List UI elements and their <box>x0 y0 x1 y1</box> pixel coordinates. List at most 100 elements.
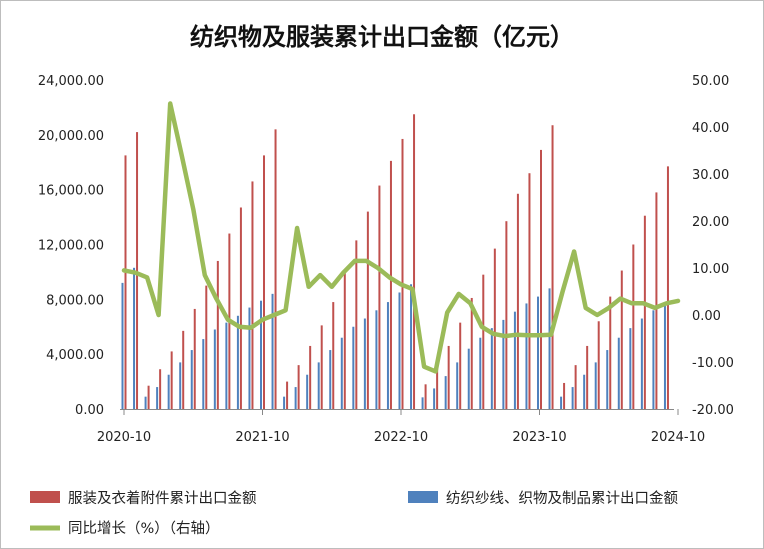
bar-apparel <box>470 297 473 409</box>
legend-label-yoy: 同比增长（%）（右轴） <box>68 520 220 537</box>
bar-textile <box>213 329 216 409</box>
bar-apparel <box>401 138 404 409</box>
bar-textile <box>617 337 620 409</box>
bar-series-group <box>121 114 669 410</box>
bar-textile <box>329 350 332 409</box>
bar-textile <box>202 339 205 409</box>
legend-swatch-textile <box>408 491 438 503</box>
left-axis-tick-label: 0.00 <box>75 403 104 418</box>
bar-apparel <box>193 308 196 409</box>
bar-textile <box>537 296 539 409</box>
bar-textile <box>317 362 320 409</box>
bar-textile <box>260 300 262 409</box>
bar-apparel <box>436 367 439 409</box>
legend-item-apparel: 服装及衣着附件累计出口金额 <box>30 490 257 507</box>
bar-textile <box>179 362 182 409</box>
bar-textile <box>156 387 159 409</box>
bar-apparel <box>493 248 496 409</box>
bar-apparel <box>413 114 416 409</box>
x-axis-tick-label: 2020-10 <box>97 430 151 445</box>
left-axis-tick-label: 24,000.00 <box>38 74 104 89</box>
bar-textile <box>236 315 239 409</box>
bar-textile <box>375 310 378 409</box>
bar-apparel <box>378 185 381 409</box>
bar-apparel <box>136 132 139 409</box>
bar-apparel <box>482 274 485 409</box>
bar-apparel <box>563 382 566 409</box>
bar-textile <box>121 282 124 409</box>
bar-apparel <box>632 244 635 409</box>
bar-textile <box>513 311 516 409</box>
bar-apparel <box>551 125 554 410</box>
bar-apparel <box>540 149 542 409</box>
bar-apparel <box>309 345 312 409</box>
bar-textile <box>433 388 436 409</box>
bar-textile <box>421 397 424 409</box>
bar-textile <box>560 396 563 409</box>
bar-apparel <box>366 211 369 409</box>
bar-apparel <box>263 155 265 409</box>
bar-apparel <box>574 365 577 409</box>
bar-apparel <box>516 193 519 409</box>
bar-apparel <box>297 365 300 409</box>
bar-textile <box>398 292 401 409</box>
legend-item-yoy: 同比增长（%）（右轴） <box>30 520 220 537</box>
bar-textile <box>652 310 655 409</box>
bar-textile <box>606 350 609 409</box>
right-axis-tick-label: 30.00 <box>692 168 729 183</box>
bar-textile <box>340 337 343 409</box>
bar-apparel <box>389 160 392 409</box>
bar-textile <box>490 328 493 409</box>
line-yoy-growth <box>121 101 681 374</box>
bar-apparel <box>147 385 150 409</box>
chart-title: 纺织物及服装累计出口金额（亿元） <box>190 22 574 51</box>
bar-textile <box>144 396 147 409</box>
bar-textile <box>663 302 666 409</box>
bar-textile <box>271 293 274 409</box>
bar-apparel <box>239 207 242 409</box>
bar-apparel <box>643 215 646 409</box>
bar-textile <box>502 319 505 409</box>
bar-apparel <box>286 381 289 409</box>
bar-textile <box>548 288 551 409</box>
left-axis-tick-label: 4,000.00 <box>46 348 104 363</box>
bar-apparel <box>216 260 219 409</box>
bar-apparel <box>355 240 358 409</box>
bar-apparel <box>528 173 531 409</box>
bar-textile <box>571 387 574 409</box>
right-axis-tick-label: 40.00 <box>692 121 729 136</box>
bar-textile <box>410 284 413 409</box>
bar-apparel <box>159 369 162 409</box>
right-axis-tick-label: 50.00 <box>692 74 729 89</box>
bar-textile <box>306 374 309 409</box>
right-axis-tick-label: -10.00 <box>692 356 734 371</box>
bar-textile <box>594 362 597 409</box>
x-axis-tick-label: 2023-10 <box>512 430 566 445</box>
right-axis-tick-label: 20.00 <box>692 215 729 230</box>
right-axis-ticks: -20.00 -10.00 0.00 10.00 20.00 30.00 40.00 50.0… <box>692 74 734 418</box>
bar-textile <box>629 328 632 409</box>
bar-apparel <box>609 296 612 409</box>
bar-apparel <box>332 302 335 409</box>
bar-apparel <box>597 321 600 409</box>
bar-apparel <box>274 129 277 409</box>
legend-label-textile: 纺织纱线、织物及制品累计出口金额 <box>446 490 678 507</box>
bar-textile <box>456 362 459 409</box>
bar-textile <box>133 267 136 409</box>
x-axis-tick-label: 2021-10 <box>235 430 289 445</box>
bar-textile <box>283 396 286 409</box>
bar-apparel <box>620 270 623 409</box>
bar-apparel <box>459 322 462 409</box>
bar-textile <box>479 337 482 409</box>
left-axis-tick-label: 12,000.00 <box>38 239 104 254</box>
bar-apparel <box>251 181 254 409</box>
x-axis-ticks: 2020-10 2021-10 2022-10 2023-10 2024-10 <box>97 409 705 445</box>
left-axis-tick-label: 8,000.00 <box>46 293 104 308</box>
bar-textile <box>352 326 355 409</box>
bar-apparel <box>424 384 427 409</box>
left-axis-tick-label: 20,000.00 <box>38 129 104 144</box>
x-axis-tick-label: 2022-10 <box>374 430 428 445</box>
